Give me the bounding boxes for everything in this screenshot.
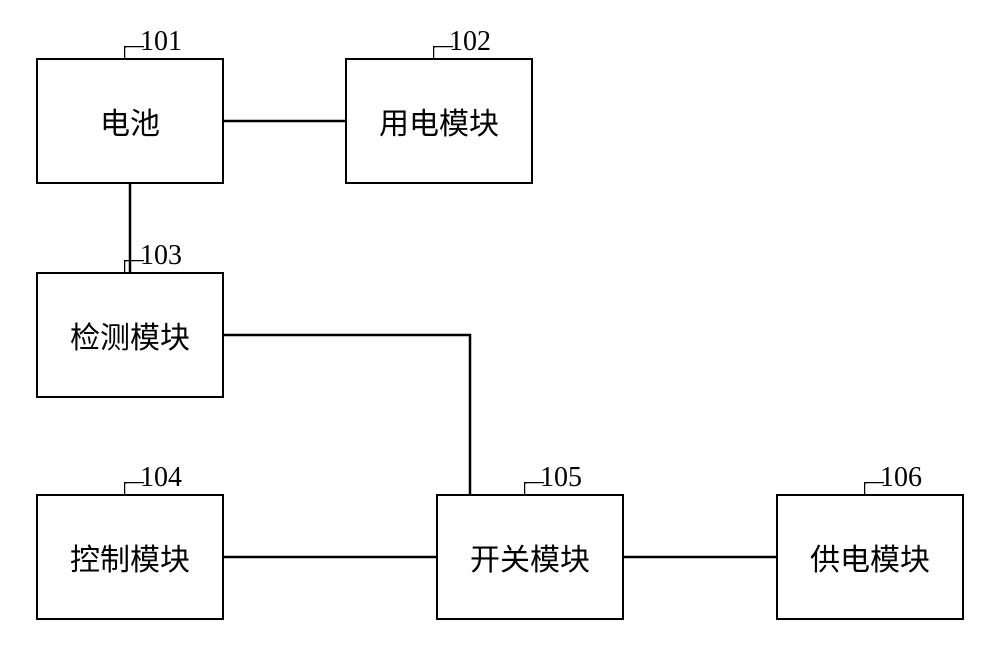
- ref-number: 102: [449, 26, 491, 57]
- ref-hook-icon: [124, 260, 144, 274]
- ref-hook-icon: [124, 46, 144, 60]
- ref-number: 103: [140, 240, 182, 271]
- node-n103: 检测模块: [36, 272, 224, 398]
- node-label: 供电模块: [810, 535, 930, 579]
- ref-number: 106: [880, 462, 922, 493]
- node-label: 电池: [100, 99, 160, 143]
- ref-label-106: 106: [880, 462, 922, 494]
- node-n105: 开关模块: [436, 494, 624, 620]
- node-n106: 供电模块: [776, 494, 964, 620]
- node-label: 检测模块: [70, 313, 190, 357]
- ref-number: 104: [140, 462, 182, 493]
- ref-label-103: 103: [140, 240, 182, 272]
- node-n101: 电池: [36, 58, 224, 184]
- node-label: 开关模块: [470, 535, 590, 579]
- node-n102: 用电模块: [345, 58, 533, 184]
- ref-hook-icon: [124, 482, 144, 496]
- diagram-canvas: 电池 101 用电模块 102 检测模块 103 控制模块 104 开关模块 105 供电模块 106: [0, 0, 1000, 671]
- ref-hook-icon: [524, 482, 544, 496]
- ref-label-102: 102: [449, 26, 491, 58]
- ref-number: 101: [140, 26, 182, 57]
- node-label: 用电模块: [379, 99, 499, 143]
- node-n104: 控制模块: [36, 494, 224, 620]
- ref-label-104: 104: [140, 462, 182, 494]
- ref-hook-icon: [864, 482, 884, 496]
- ref-label-101: 101: [140, 26, 182, 58]
- node-label: 控制模块: [70, 535, 190, 579]
- edge-n103-n105: [224, 335, 470, 494]
- ref-label-105: 105: [540, 462, 582, 494]
- ref-hook-icon: [433, 46, 453, 60]
- ref-number: 105: [540, 462, 582, 493]
